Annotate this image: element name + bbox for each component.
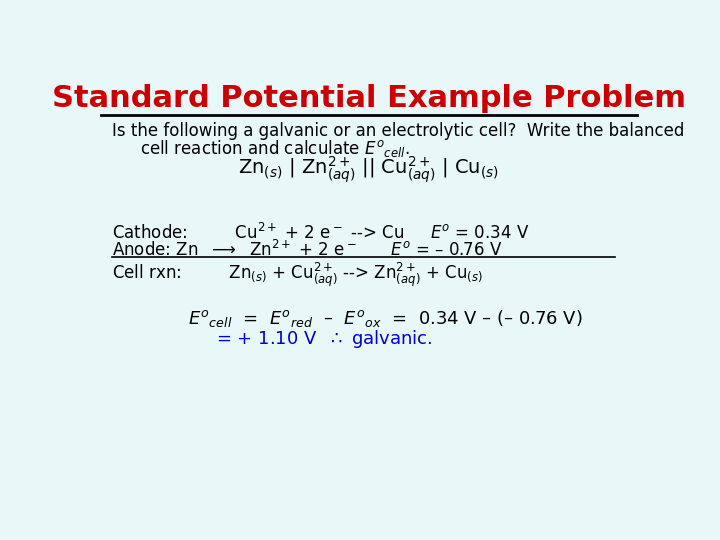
Text: = + 1.10 V  $\therefore$ galvanic.: = + 1.10 V $\therefore$ galvanic. bbox=[215, 328, 432, 349]
Text: Cell rxn:         Zn$_{(s)}$ + Cu$^{2+}_{(aq)}$ --> Zn$^{2+}_{(aq)}$ + Cu$_{(s)}: Cell rxn: Zn$_{(s)}$ + Cu$^{2+}_{(aq)}$ … bbox=[112, 260, 483, 288]
Text: Standard Potential Example Problem: Standard Potential Example Problem bbox=[52, 84, 686, 112]
Text: $\mathit{E^o}$$_{\mathit{cell}}$  =  $\mathit{E^o}$$_{\mathit{red}}$  –  $\mathi: $\mathit{E^o}$$_{\mathit{cell}}$ = $\mat… bbox=[188, 308, 582, 329]
Text: Is the following a galvanic or an electrolytic cell?  Write the balanced: Is the following a galvanic or an electr… bbox=[112, 122, 685, 140]
Text: Zn$_{(s)}$ | Zn$^{2+}_{(aq)}$ || Cu$^{2+}_{(aq)}$ | Cu$_{(s)}$: Zn$_{(s)}$ | Zn$^{2+}_{(aq)}$ || Cu$^{2+… bbox=[238, 154, 500, 185]
Text: cell reaction and calculate $\mathit{E^o}$$_{\mathit{cell}}$.: cell reaction and calculate $\mathit{E^o… bbox=[140, 138, 410, 159]
Text: Anode: Zn  $\mathsf{\longrightarrow}$  Zn$^{2+}$ + 2 e$^-$      $\mathit{E^o}$ =: Anode: Zn $\mathsf{\longrightarrow}$ Zn$… bbox=[112, 240, 503, 260]
Text: Cathode:         Cu$^{2+}$ + 2 e$^-$ --> Cu     $\mathit{E^o}$ = 0.34 V: Cathode: Cu$^{2+}$ + 2 e$^-$ --> Cu $\ma… bbox=[112, 223, 530, 243]
